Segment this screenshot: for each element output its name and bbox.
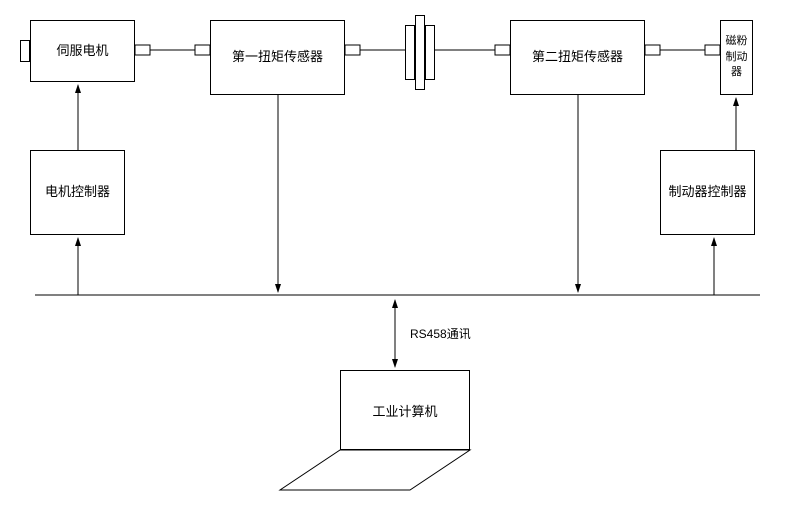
- torque-sensor-1-box: 第一扭矩传感器: [210, 20, 345, 95]
- motor-controller-label: 电机控制器: [45, 183, 110, 201]
- magnetic-brake-label: 磁粉制动器: [721, 32, 752, 82]
- motor-controller-box: 电机控制器: [30, 150, 125, 235]
- laptop-label: 工业计算机: [372, 401, 437, 420]
- coupler-center: [415, 15, 425, 90]
- brake-controller-box: 制动器控制器: [660, 150, 755, 235]
- servo-motor-box: 伺服电机: [30, 20, 135, 82]
- laptop-screen: 工业计算机: [340, 370, 470, 450]
- servo-motor-label: 伺服电机: [56, 42, 108, 60]
- torque-sensor-2-label: 第二扭矩传感器: [532, 48, 623, 66]
- servo-stub: [20, 40, 30, 62]
- magnetic-brake-box: 磁粉制动器: [720, 20, 753, 95]
- coupler-right: [425, 25, 435, 80]
- rs458-label: RS458通讯: [410, 325, 471, 342]
- coupler-left: [405, 25, 415, 80]
- brake-controller-label: 制动器控制器: [668, 183, 746, 201]
- torque-sensor-1-label: 第一扭矩传感器: [232, 48, 323, 66]
- torque-sensor-2-box: 第二扭矩传感器: [510, 20, 645, 95]
